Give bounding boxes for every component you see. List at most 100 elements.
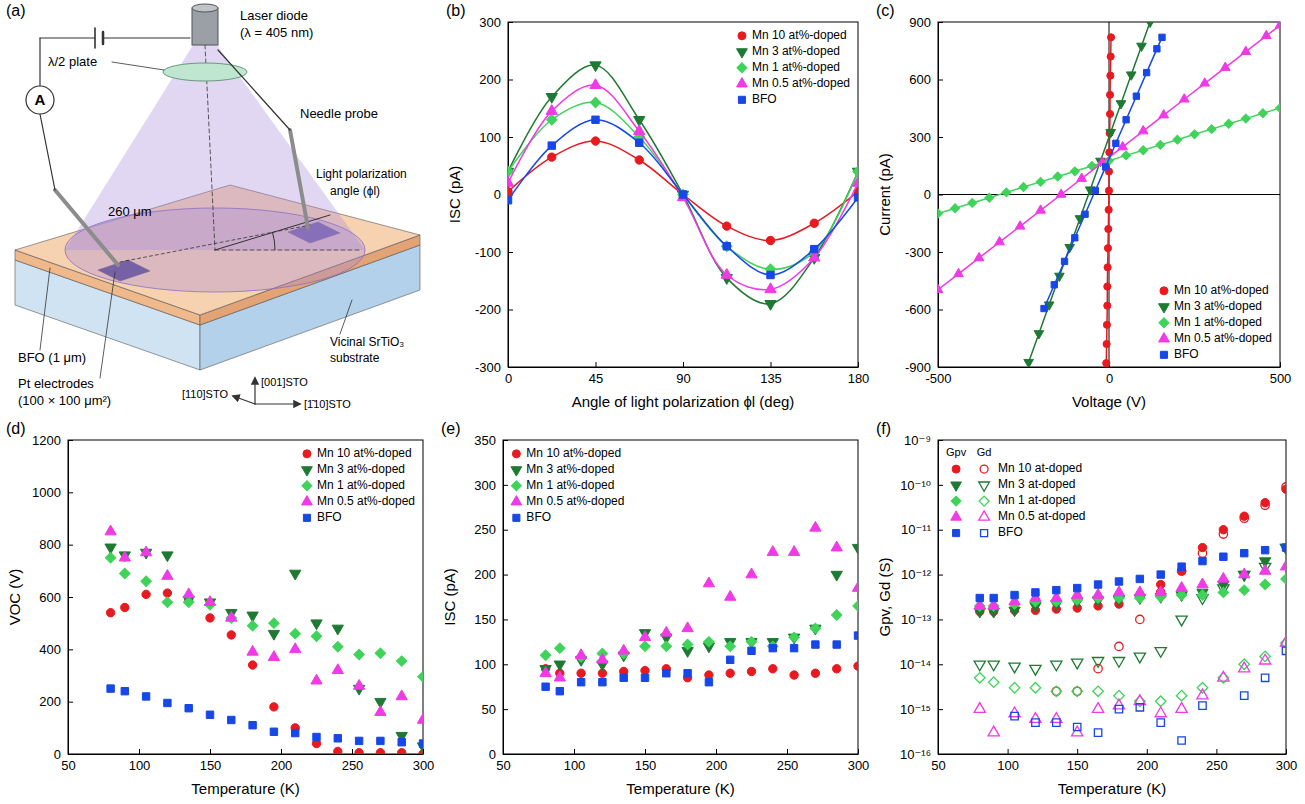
tick-label: 900 <box>909 15 931 30</box>
tick: 300 <box>413 749 435 773</box>
tick-label: 200 <box>271 758 293 773</box>
legend-label: BFO <box>998 525 1023 539</box>
plot-frame <box>68 440 423 754</box>
legend-marker <box>951 511 962 520</box>
legend-label: Mn 0.5 at%-doped <box>752 76 850 90</box>
data-point-open <box>974 661 985 671</box>
data-point <box>1092 589 1103 599</box>
tick-mark <box>508 367 513 368</box>
legend: Mn 10 at%-dopedMn 3 at%-dopedMn 1 at%-do… <box>511 446 624 524</box>
plot-frame <box>938 440 1286 754</box>
data-point <box>1220 553 1227 560</box>
data-point <box>768 641 778 651</box>
legend-label: Mn 1 at%-doped <box>1174 315 1262 329</box>
data-point-open <box>1136 704 1143 711</box>
polarization-line <box>215 215 330 250</box>
data-point <box>746 637 756 647</box>
data-point <box>183 597 193 607</box>
tick-mark <box>938 664 943 665</box>
legend-marker <box>513 514 520 521</box>
tick-label: 90 <box>676 371 690 386</box>
data-point <box>704 637 714 647</box>
data-point <box>723 222 731 230</box>
legend-label: Mn 0.5 at%-doped <box>1174 331 1272 345</box>
legend-marker <box>511 481 521 491</box>
data-point <box>291 729 298 736</box>
tick-mark <box>938 137 943 138</box>
data-point <box>1092 187 1098 193</box>
legend-label: Mn 10 at-doped <box>998 461 1082 475</box>
data-point <box>1261 546 1268 553</box>
data-point <box>789 632 799 642</box>
figure: ALaser diode(λ = 405 nm)λ/2 plateNeedle … <box>0 0 1305 804</box>
tick-mark <box>68 702 73 703</box>
tick: 100 <box>997 749 1019 773</box>
data-point <box>120 568 130 578</box>
legend-label: Mn 1 at-doped <box>998 493 1075 507</box>
data-point-open <box>974 703 985 713</box>
data-point <box>620 674 627 681</box>
legend-marker <box>981 530 988 537</box>
leader-line <box>340 300 352 334</box>
tick-label: 300 <box>474 478 496 493</box>
panel-label: (c) <box>876 2 895 19</box>
x-axis-title: Temperature (K) <box>1058 780 1166 797</box>
tick-label: 10⁻¹⁴ <box>900 657 931 672</box>
tick: 250 <box>777 749 799 773</box>
tick-label: 250 <box>474 522 496 537</box>
legend-marker <box>1159 304 1170 313</box>
data-point-open <box>1011 712 1018 719</box>
axis-line <box>509 367 859 368</box>
data-point <box>1106 91 1113 98</box>
tick-label: 100 <box>997 758 1019 773</box>
tick-label: 800 <box>39 537 61 552</box>
data-point <box>546 105 557 115</box>
tick-mark <box>938 440 943 441</box>
data-point <box>1157 571 1164 578</box>
tick-mark <box>1147 749 1148 754</box>
data-point <box>1282 544 1286 551</box>
tick-label: 10⁻¹¹ <box>901 522 932 537</box>
data-point <box>556 687 563 694</box>
legend-marker <box>302 481 312 491</box>
tick: 1200 <box>32 433 73 448</box>
tick: 100 <box>564 749 586 773</box>
tick-label: 100 <box>129 758 151 773</box>
tick-mark <box>503 485 508 486</box>
data-point-open <box>988 661 999 671</box>
data-point <box>1200 78 1210 86</box>
data-point <box>121 687 128 694</box>
tick-label: 200 <box>39 694 61 709</box>
data-point-open <box>1199 702 1206 709</box>
tick: 100 <box>479 130 513 145</box>
tick: 150 <box>635 749 657 773</box>
legend-marker <box>953 530 960 537</box>
y-axis-title: Gpv, Gd (S) <box>876 558 893 637</box>
tick-label: 100 <box>564 758 586 773</box>
data-point <box>1104 283 1111 290</box>
tick-label: 0 <box>54 747 61 762</box>
tick: 150 <box>200 749 222 773</box>
tick: 10⁻¹² <box>901 567 943 582</box>
tick-label: 10⁻¹⁵ <box>900 702 931 717</box>
data-point <box>1276 104 1280 113</box>
label: (λ = 405 nm) <box>240 25 313 40</box>
tick-mark <box>1008 749 1009 754</box>
data-point <box>641 674 648 681</box>
data-point <box>636 139 643 146</box>
tick-mark <box>423 749 424 754</box>
data-point <box>853 601 858 611</box>
data-point <box>1275 22 1280 28</box>
data-point <box>1134 586 1145 596</box>
data-point <box>854 194 858 201</box>
data-point <box>1024 359 1034 367</box>
tick-mark <box>1286 749 1287 754</box>
tick-mark <box>771 362 772 367</box>
ammeter-label: A <box>35 91 46 108</box>
tick-mark <box>938 619 943 620</box>
tick: 600 <box>909 72 943 87</box>
legend-label: BFO <box>752 92 777 106</box>
data-point <box>635 156 643 164</box>
data-point <box>854 662 858 670</box>
guide-line <box>215 250 360 251</box>
